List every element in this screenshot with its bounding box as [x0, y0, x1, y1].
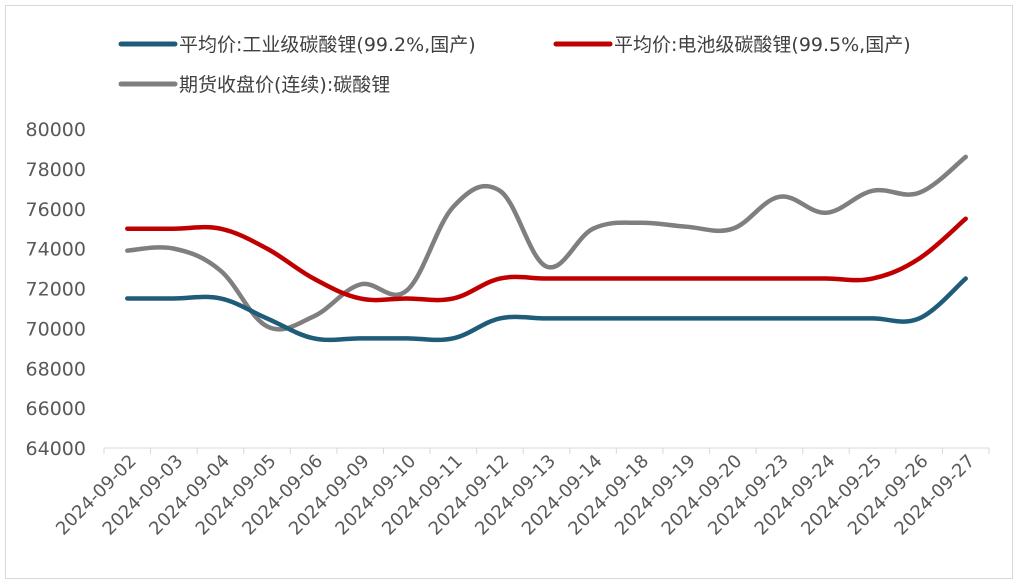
line-chart: 平均价:工业级碳酸锂(99.2%,国产) 平均价:电池级碳酸锂(99.5%,国产)…	[26, 34, 990, 540]
y-tick-label: 76000	[26, 199, 86, 221]
y-tick-label: 78000	[26, 159, 86, 181]
x-axis: 2024-09-022024-09-032024-09-042024-09-05…	[52, 447, 990, 540]
plot-lines	[125, 154, 968, 343]
chart-frame: 平均价:工业级碳酸锂(99.2%,国产) 平均价:电池级碳酸锂(99.5%,国产)…	[5, 5, 1013, 579]
y-tick-label: 66000	[26, 398, 86, 420]
y-tick-label: 64000	[26, 438, 86, 460]
y-tick-label: 68000	[26, 358, 86, 380]
series-line-1	[125, 276, 968, 343]
legend-label-1: 平均价:工业级碳酸锂(99.2%,国产)	[179, 34, 476, 56]
legend-label-2: 平均价:电池级碳酸锂(99.5%,国产)	[614, 34, 911, 56]
y-tick-label: 70000	[26, 318, 86, 340]
y-tick-label: 72000	[26, 279, 86, 301]
y-tick-label: 80000	[26, 119, 86, 141]
y-axis: 64000 66000 68000 70000 72000 74000 76000 78000…	[26, 119, 86, 460]
series-line-3	[125, 154, 968, 332]
y-tick-label: 74000	[26, 239, 86, 261]
legend-label-3: 期货收盘价(连续):碳酸锂	[179, 74, 390, 96]
legend: 平均价:工业级碳酸锂(99.2%,国产) 平均价:电池级碳酸锂(99.5%,国产)…	[118, 34, 911, 96]
series-line-2	[125, 216, 968, 303]
